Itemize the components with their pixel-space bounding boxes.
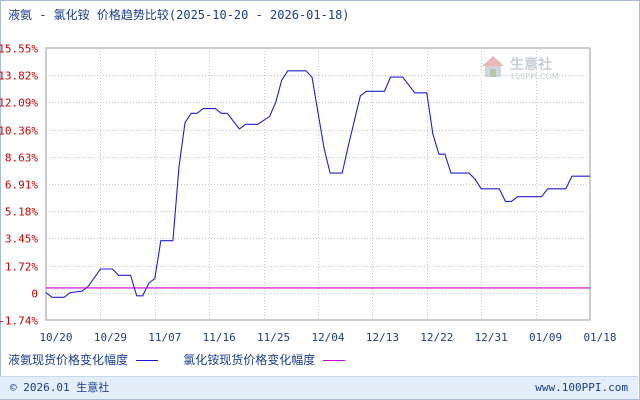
- series-layer: [45, 70, 590, 298]
- chart-title: 液氨 - 氯化铵 价格趋势比较(2025-10-20 - 2026-01-18): [8, 6, 350, 24]
- y-tick-labels: 15.55% 13.82% 12.09% 10.36% 8.63% 6.91% 5.18% 3…: [0, 43, 38, 328]
- legend-label-series2: 氯化铵现货价格变化幅度: [183, 353, 316, 367]
- x-tick-label: 12/22: [420, 331, 453, 344]
- y-tick-label: -1.74%: [0, 315, 38, 328]
- footer-copyright: © 2026.01 生意社: [10, 381, 110, 394]
- legend-label-series1: 液氨现货价格变化幅度: [8, 353, 129, 367]
- x-tick-label: 11/25: [257, 331, 290, 344]
- watermark-text: 生意社: [510, 57, 552, 73]
- legend-swatch-series1: [136, 360, 159, 361]
- legend-swatch-series2: [323, 360, 346, 361]
- series-line-1: [45, 70, 590, 298]
- chart-title-range: (2025-10-20 - 2026-01-18): [168, 8, 350, 22]
- house-logo-icon: [482, 56, 504, 77]
- y-tick-label: 15.55%: [0, 43, 38, 56]
- x-tick-label: 10/20: [39, 331, 72, 344]
- x-tick-label: 11/07: [148, 331, 181, 344]
- footer-bar: © 2026.01 生意社 www.100PPI.com: [0, 376, 638, 399]
- grid-layer: [45, 47, 591, 321]
- x-tick-label: 12/31: [475, 331, 508, 344]
- y-tick-label: 10.36%: [0, 125, 38, 138]
- legend-item-series1: 液氨现货价格变化幅度: [8, 352, 168, 368]
- y-tick-label: 5.18%: [5, 206, 38, 219]
- x-tick-label: 01/09: [529, 331, 562, 344]
- x-tick-labels: 10/20 10/29 11/07 11/16 11/25 12/04 12/13 12/22…: [39, 331, 616, 344]
- y-tick-label: 12.09%: [0, 97, 38, 110]
- watermark-logo: 生意社 100PPI.COM: [480, 54, 572, 90]
- y-tick-label: 3.45%: [5, 233, 38, 246]
- y-tick-label: 13.82%: [0, 70, 38, 83]
- x-tick-label: 11/16: [203, 331, 236, 344]
- y-tick-label: 8.63%: [5, 152, 38, 165]
- footer-site-link[interactable]: www.100PPI.com: [535, 381, 628, 394]
- legend-item-series2: 氯化铵现货价格变化幅度: [183, 352, 355, 368]
- x-tick-label: 12/13: [366, 331, 399, 344]
- y-tick-label: 1.72%: [5, 261, 38, 274]
- chart-title-main: 液氨 - 氯化铵 价格趋势比较: [8, 8, 169, 22]
- x-tick-label: 12/04: [311, 331, 344, 344]
- y-tick-label: 6.91%: [5, 179, 38, 192]
- x-tick-label: 10/29: [94, 331, 127, 344]
- watermark-url: 100PPI.COM: [510, 72, 559, 81]
- y-tick-label: 0: [31, 288, 38, 301]
- chart-legend: 液氨现货价格变化幅度 氯化铵现货价格变化幅度: [8, 352, 363, 368]
- x-tick-label: 01/18: [583, 331, 616, 344]
